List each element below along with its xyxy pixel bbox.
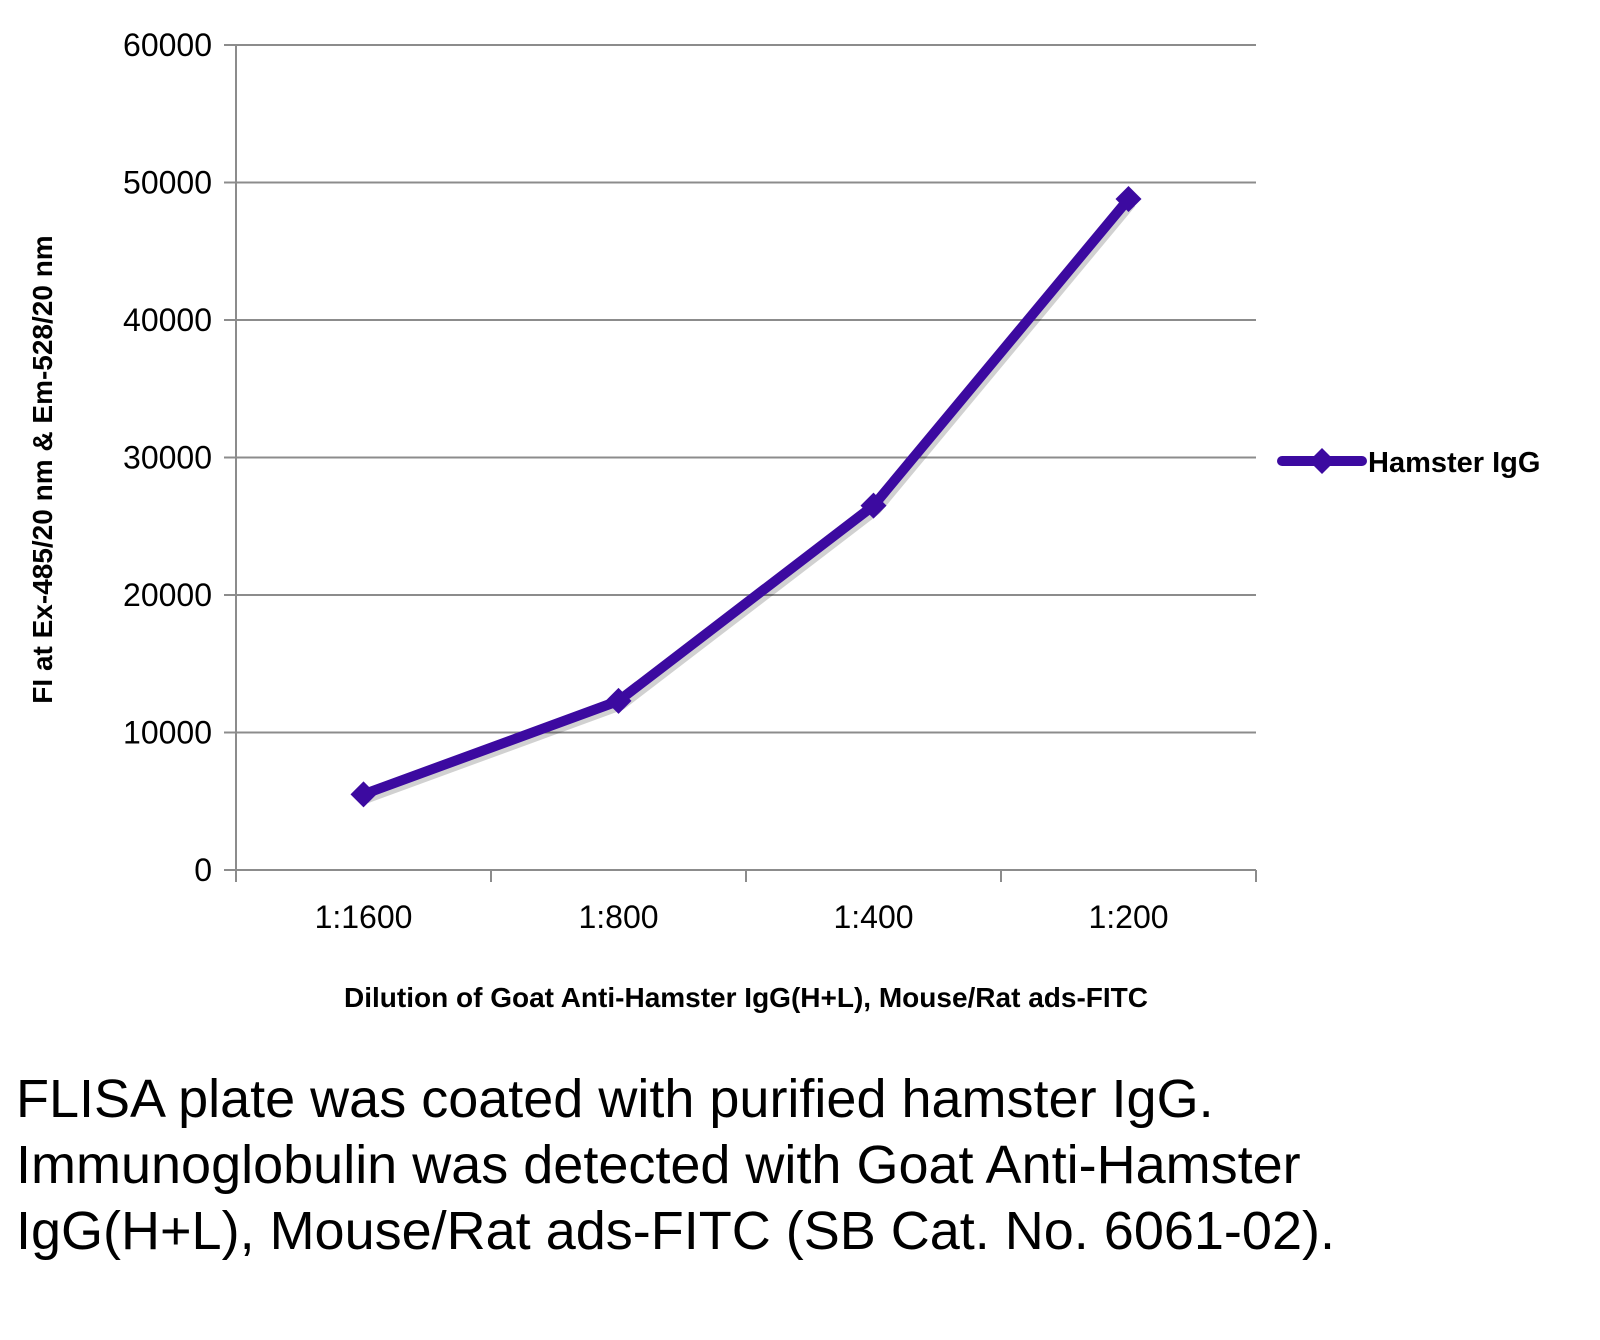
y-tick-labels: 0 10000 20000 30000 40000 50000 60000 xyxy=(123,27,212,888)
figure-caption: FLISA plate was coated with purified ham… xyxy=(16,1069,1335,1261)
axes xyxy=(235,45,1257,882)
legend-label-hamster-igg: Hamster IgG xyxy=(1368,447,1540,479)
data-point-0 xyxy=(350,781,377,808)
gridlines xyxy=(224,44,1256,871)
series-line-shadow xyxy=(364,199,1136,804)
y-tick-label-40000: 40000 xyxy=(123,302,212,338)
data-point-2 xyxy=(860,492,887,519)
legend: Hamster IgG xyxy=(1277,447,1540,479)
y-axis-title: FI at Ex-485/20 nm & Em-528/20 nm xyxy=(27,235,58,703)
x-axis-title: Dilution of Goat Anti-Hamster IgG(H+L), … xyxy=(344,982,1148,1013)
series-layer xyxy=(350,186,1142,808)
y-tick-label-50000: 50000 xyxy=(123,165,212,201)
y-tick-label-10000: 10000 xyxy=(123,715,212,751)
y-tick-label-0: 0 xyxy=(194,852,212,888)
legend-swatch-marker xyxy=(1309,448,1335,474)
x-tick-label-0: 1:1600 xyxy=(315,899,413,935)
y-tick-label-20000: 20000 xyxy=(123,577,212,613)
data-point-3 xyxy=(1115,186,1142,212)
x-tick-label-3: 1:200 xyxy=(1088,899,1168,935)
series-line-0 xyxy=(358,194,1134,800)
y-tick-label-60000: 60000 xyxy=(123,27,212,63)
x-tick-label-2: 1:400 xyxy=(833,899,913,935)
y-tick-label-30000: 30000 xyxy=(123,440,212,476)
x-tick-labels: 1:1600 1:800 1:400 1:200 xyxy=(315,899,1169,935)
data-point-1 xyxy=(605,687,632,714)
x-tick-label-1: 1:800 xyxy=(578,899,658,935)
